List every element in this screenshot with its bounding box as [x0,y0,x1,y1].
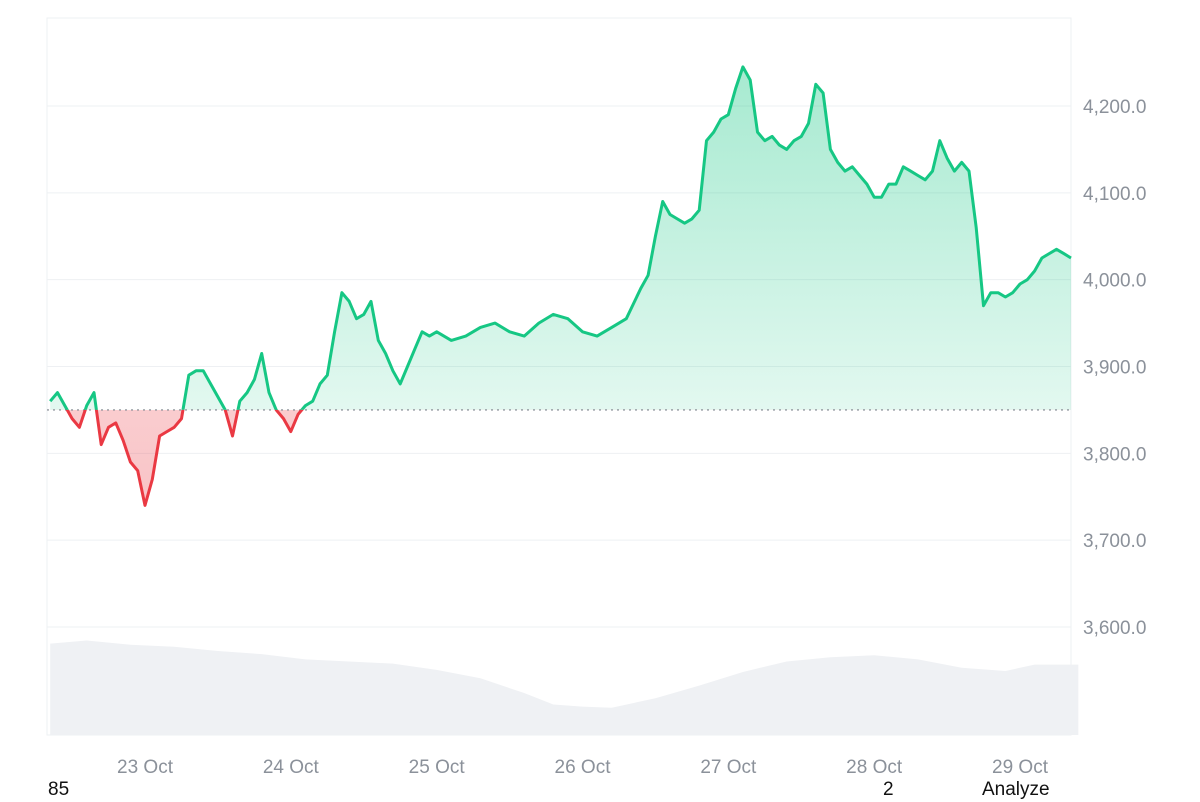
y-tick-label: 4,100.0 [1083,184,1146,205]
price-line-above-baseline [49,65,1072,410]
y-tick-label: 4,000.0 [1083,271,1146,292]
y-tick-label: 3,900.0 [1083,358,1146,379]
analyze-button[interactable]: Analyze [982,779,1050,800]
price-area-below-baseline [50,409,1071,506]
x-tick-label: 27 Oct [700,757,757,778]
footer-left-value: 85 [48,779,70,800]
y-tick-label: 3,800.0 [1083,444,1146,465]
x-tick-label: 25 Oct [409,757,466,778]
footer-middle-value: 2 [883,779,894,800]
y-axis: 3,600.0 3,700.0 3,800.0 3,900.0 4,000.0 4,100… [1083,97,1146,639]
x-tick-label: 23 Oct [117,757,174,778]
volume-area [50,640,1079,735]
x-axis: 23 Oct 24 Oct 25 Oct 26 Oct 27 Oct 28 Oct 29 O… [117,757,1049,778]
y-tick-label: 4,200.0 [1083,97,1146,118]
x-tick-label: 24 Oct [263,757,320,778]
x-tick-label: 26 Oct [555,757,612,778]
price-area-above-baseline [50,66,1071,410]
y-tick-label: 3,600.0 [1083,618,1146,639]
y-tick-label: 3,700.0 [1083,531,1146,552]
x-tick-label: 29 Oct [992,757,1049,778]
x-tick-label: 28 Oct [846,757,903,778]
